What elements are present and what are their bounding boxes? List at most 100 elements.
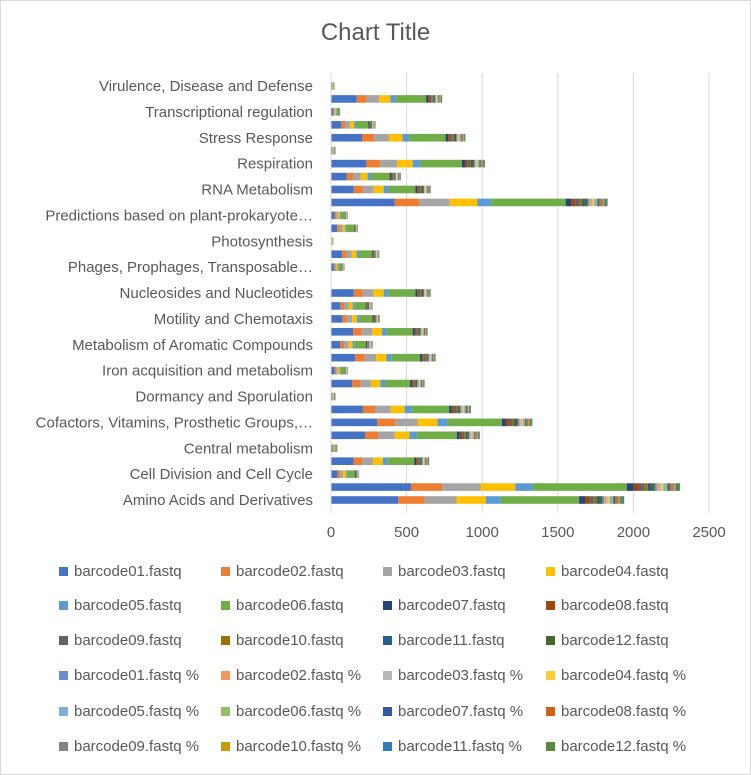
bar-segment-barcode11-fastq- [429,185,431,194]
legend-label: barcode08.fastq % [561,703,687,720]
bar-segment-barcode06-fastq [409,133,446,142]
bar-segment-barcode06-fastq [340,211,345,220]
bar-segment-barcode10-fastq [511,418,514,427]
bar-segment-barcode04-fastq- [521,418,523,427]
bar-segment-barcode05-fastq- [419,379,421,388]
bar-segment-barcode11-fastq [393,172,395,181]
bar-segment-barcode06-fastq- [437,95,439,103]
bar-segment-barcode03-fastq- [606,496,608,504]
bar-segment-barcode04-fastq [379,95,391,103]
bar-segment-barcode07-fastq [461,159,465,168]
bar-segment-barcode06-fastq [332,237,334,246]
bar-segment-barcode06-fastq- [426,185,428,194]
bar-segment-barcode03-fastq [353,172,361,181]
bar-segment-barcode11-fastq- [423,379,424,388]
bar-segment-barcode10-fastq- [428,289,430,297]
bar-segment-barcode08-fastq- [424,328,426,336]
legend-item: barcode03.fastq [383,563,506,580]
bar-segment-barcode05-fastq [515,483,533,491]
bar-segment-barcode07-fastq [365,340,367,349]
chart-title: Chart Title [320,19,431,46]
bar-segment-barcode08-fastq [459,431,463,440]
legend-label: barcode07.fastq % [398,703,524,720]
bar-segment-barcode01-fastq [331,418,378,427]
bar-segment-barcode01-fastq [331,470,338,478]
legend-swatch [59,707,68,716]
bar-segment-barcode09-fastq [508,418,512,427]
bar-segment-barcode09-fastq- [616,496,619,504]
legend-swatch [221,742,230,751]
bar-segment-barcode12-fastq [420,457,422,465]
category-label: Transcriptional regulation [145,104,313,121]
bar-segment-barcode09-fastq [370,121,371,129]
bar-segment-barcode06-fastq [391,353,421,362]
bar-segment-barcode01-fastq [331,353,356,362]
bar-segment-barcode03-fastq- [457,133,459,142]
bar-segment-barcode04-fastq [352,315,358,323]
bar-segment-barcode01-fastq [331,328,354,336]
bar-segment-barcode04-fastq [337,211,340,220]
bar-segment-barcode06-fastq- [473,431,475,440]
legend-label: barcode11.fastq % [398,738,522,755]
bar-segment-barcode08-fastq [464,159,468,168]
bar-segment-barcode10-fastq- [463,133,464,142]
bar-segment-barcode03-fastq- [475,159,477,168]
bar-segment-barcode10-fastq [393,172,394,181]
legend-label: barcode02.fastq [236,563,344,580]
bar-segment-barcode12-fastq- [441,95,443,103]
bar-segment-barcode01-fastq [331,379,353,388]
bar-segment-barcode10-fastq- [422,379,424,388]
bar-segment-barcode04-fastq- [436,95,438,103]
bar-segment-barcode02-fastq- [474,159,476,168]
bar-segment-barcode02-fastq- [469,431,471,440]
bar-segment-barcode09-fastq [374,315,375,323]
bar-segment-barcode05-fastq [357,315,360,323]
bar-segment-barcode04-fastq [349,121,355,129]
bar-segment-barcode04-fastq [351,250,357,258]
bar-segment-barcode04-fastq- [592,198,595,207]
bar-segment-barcode11-fastq [513,418,516,427]
bar-segment-barcode04-fastq- [423,457,425,465]
bar-segment-barcode03-fastq- [520,418,522,427]
bar-segment-barcode03-fastq [424,496,457,504]
bar-segment-barcode01-fastq- [654,483,657,491]
bar-segment-barcode01-fastq [331,146,333,155]
bar-segment-barcode01-fastq- [602,496,605,504]
bar-segment-barcode01-fastq- [421,457,423,465]
bar-segment-barcode05-fastq [383,185,389,194]
bar-segment-barcode09-fastq- [433,353,434,362]
bar-segment-barcode05-fastq [337,263,339,271]
bar-segment-barcode01-fastq [331,211,335,220]
bar-segment-barcode06-fastq [395,95,427,103]
bar-segment-barcode05-fastq [404,405,412,414]
bar-segment-barcode09-fastq- [422,379,423,388]
bar-segment-barcode09-fastq [416,328,418,336]
bar-segment-barcode03-fastq [339,224,343,233]
bar-segment-barcode04-fastq [388,133,403,142]
bar-segment-barcode10-fastq- [482,159,484,168]
bar-segment-barcode09-fastq [413,379,415,388]
bar-segment-barcode10-fastq [419,457,421,465]
bar-segment-barcode06-fastq- [460,133,461,142]
bar-segment-barcode03-fastq [362,185,374,194]
bar-segment-barcode11-fastq [471,159,473,168]
bar-segment-barcode09-fastq [418,185,421,194]
bar-segment-barcode01-fastq- [468,431,470,440]
legend-item: barcode10.fastq % [221,738,361,755]
bar-segment-barcode01-fastq [331,263,334,271]
bar-segment-barcode05-fastq- [522,418,524,427]
bar-segment-barcode10-fastq- [433,353,435,362]
bar-segment-barcode02-fastq- [604,496,607,504]
bar-segment-barcode10-fastq [579,198,583,207]
bar-segment-barcode08-fastq- [466,405,468,414]
bar-segment-barcode04-fastq [373,185,384,194]
x-tick-label: 1500 [541,524,574,541]
bar-segment-barcode02-fastq [410,483,443,491]
bar-segment-barcode09-fastq- [481,159,483,168]
legend-swatch [59,601,68,610]
category-label: Amino Acids and Derivatives [123,492,313,509]
legend-item: barcode12.fastq [546,632,669,649]
bar-segment-barcode03-fastq [335,263,337,271]
bar-segment-barcode11-fastq- [477,431,479,440]
